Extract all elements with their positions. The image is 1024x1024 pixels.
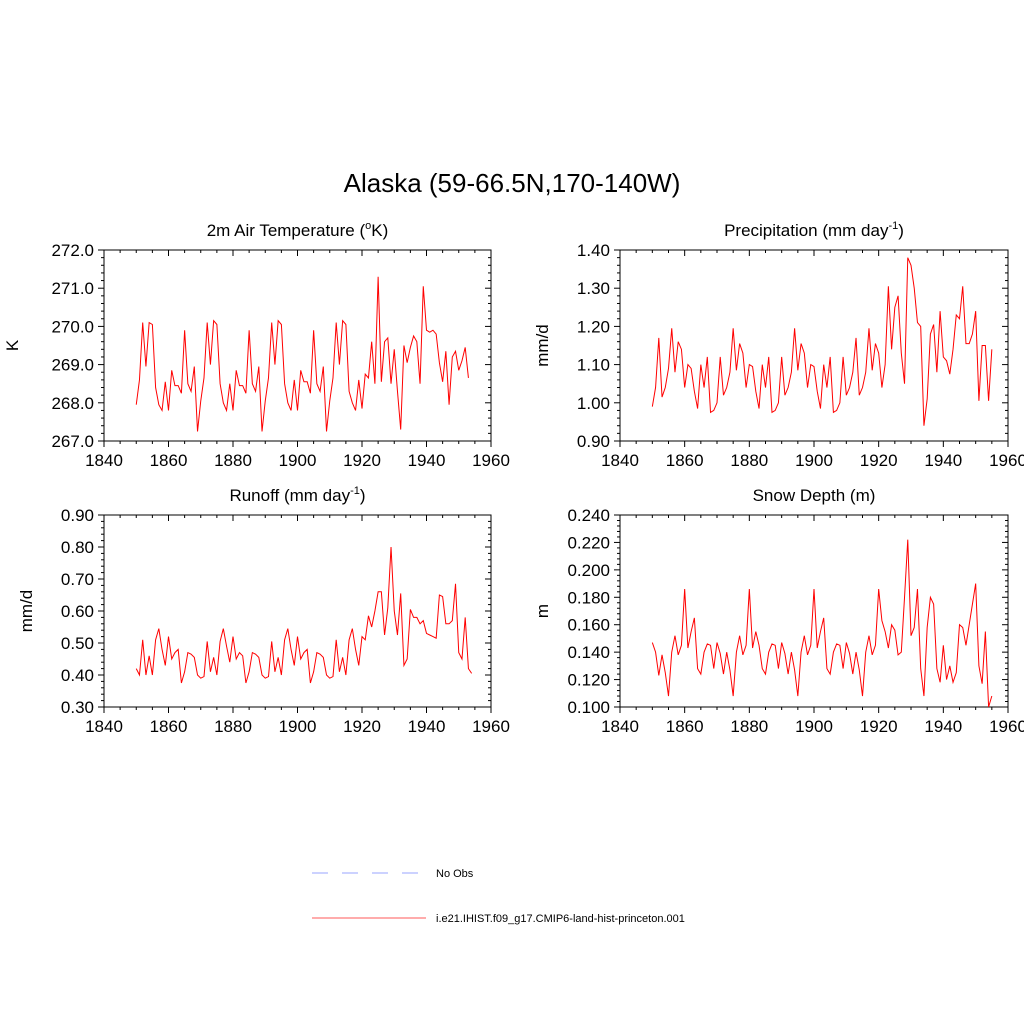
y-axis-label: mm/d xyxy=(17,590,36,633)
y-tick-label: 0.50 xyxy=(61,634,94,653)
x-tick-label: 1860 xyxy=(150,717,188,736)
y-tick-label: 0.30 xyxy=(61,698,94,717)
legend-label: No Obs xyxy=(436,868,474,880)
y-tick-label: 0.90 xyxy=(577,432,610,451)
y-tick-label: 0.90 xyxy=(61,506,94,525)
x-tick-label: 1940 xyxy=(408,451,446,470)
x-tick-label: 1840 xyxy=(85,717,123,736)
y-tick-label: 0.60 xyxy=(61,602,94,621)
y-tick-label: 0.120 xyxy=(567,671,610,690)
x-tick-label: 1860 xyxy=(666,451,704,470)
series-line xyxy=(651,257,993,426)
x-tick-label: 1940 xyxy=(924,451,962,470)
panel-title: Snow Depth (m) xyxy=(753,486,876,505)
y-tick-label: 270.0 xyxy=(51,317,94,336)
x-tick-label: 1900 xyxy=(279,717,317,736)
x-tick-label: 1840 xyxy=(601,717,639,736)
y-tick-label: 0.240 xyxy=(567,506,610,525)
y-axis-label: mm/d xyxy=(533,324,552,367)
y-tick-label: 0.80 xyxy=(61,538,94,557)
x-tick-label: 1960 xyxy=(989,451,1024,470)
x-tick-label: 1880 xyxy=(730,451,768,470)
legend-label: i.e21.IHIST.f09_g17.CMIP6-land-hist-prin… xyxy=(436,913,685,925)
x-tick-label: 1860 xyxy=(666,717,704,736)
panel-title: 2m Air Temperature (oK) xyxy=(207,220,389,240)
y-tick-label: 269.0 xyxy=(51,356,94,375)
series-line xyxy=(135,276,469,432)
x-tick-label: 1880 xyxy=(214,451,252,470)
y-tick-label: 267.0 xyxy=(51,432,94,451)
x-tick-label: 1940 xyxy=(924,717,962,736)
y-tick-label: 271.0 xyxy=(51,279,94,298)
y-tick-label: 0.200 xyxy=(567,561,610,580)
y-tick-label: 272.0 xyxy=(51,241,94,260)
y-axis-label: K xyxy=(3,339,22,351)
x-tick-label: 1960 xyxy=(472,717,510,736)
x-tick-label: 1900 xyxy=(795,717,833,736)
x-tick-label: 1960 xyxy=(989,717,1024,736)
y-axis-label: m xyxy=(533,604,552,618)
plot-frame xyxy=(103,514,492,708)
y-tick-label: 1.10 xyxy=(577,356,610,375)
x-tick-label: 1920 xyxy=(860,451,898,470)
y-tick-label: 0.220 xyxy=(567,533,610,552)
y-tick-label: 0.160 xyxy=(567,616,610,635)
x-tick-label: 1940 xyxy=(408,717,446,736)
plot-frame xyxy=(103,249,492,442)
x-tick-label: 1880 xyxy=(730,717,768,736)
y-tick-label: 268.0 xyxy=(51,394,94,413)
y-tick-label: 0.140 xyxy=(567,643,610,662)
panel-title: Precipitation (mm day-1) xyxy=(724,220,904,240)
series-line xyxy=(651,539,993,708)
x-tick-label: 1900 xyxy=(279,451,317,470)
figure-title: Alaska (59-66.5N,170-140W) xyxy=(343,168,681,198)
panel-title: Runoff (mm day-1) xyxy=(229,485,365,505)
y-tick-label: 1.30 xyxy=(577,279,610,298)
x-tick-label: 1880 xyxy=(214,717,252,736)
y-tick-label: 0.40 xyxy=(61,666,94,685)
x-tick-label: 1860 xyxy=(150,451,188,470)
x-tick-label: 1840 xyxy=(85,451,123,470)
x-tick-label: 1840 xyxy=(601,451,639,470)
plot-frame xyxy=(619,514,1009,708)
x-tick-label: 1960 xyxy=(472,451,510,470)
y-tick-label: 0.180 xyxy=(567,588,610,607)
y-tick-label: 1.20 xyxy=(577,317,610,336)
y-tick-label: 1.00 xyxy=(577,394,610,413)
x-tick-label: 1920 xyxy=(343,717,381,736)
series-line xyxy=(135,546,473,684)
x-tick-label: 1900 xyxy=(795,451,833,470)
x-tick-label: 1920 xyxy=(860,717,898,736)
y-tick-label: 0.100 xyxy=(567,698,610,717)
y-tick-label: 0.70 xyxy=(61,570,94,589)
x-tick-label: 1920 xyxy=(343,451,381,470)
y-tick-label: 1.40 xyxy=(577,241,610,260)
